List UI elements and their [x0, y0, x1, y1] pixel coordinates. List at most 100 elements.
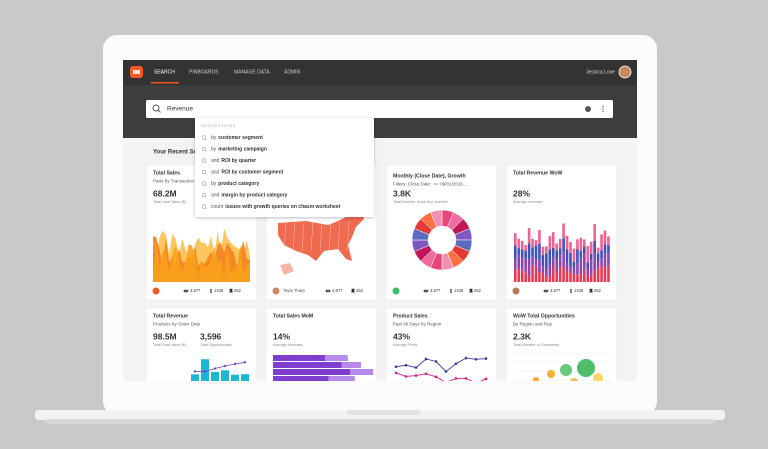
- bar-segment: [607, 236, 610, 246]
- bar-segment: [589, 253, 593, 261]
- card-bg: [385, 307, 498, 381]
- area-shape: [153, 244, 250, 282]
- user-avatar[interactable]: [618, 65, 632, 79]
- saves-count: 452: [474, 288, 482, 293]
- help-icon[interactable]: [585, 106, 591, 112]
- card[interactable]: Total Revenue WoW 28% Average Increase 4,87…: [505, 164, 618, 301]
- bar-segment: [603, 244, 607, 254]
- card-subtitle: By Region and Rep: [513, 322, 553, 327]
- views-count: 4,877: [190, 288, 201, 293]
- bubble: [593, 373, 603, 381]
- card[interactable]: Total Revenue Products by Order Date 98.5M…: [145, 307, 258, 398]
- card-title: Total Revenue: [153, 313, 188, 319]
- bar-segment: [545, 253, 548, 270]
- nav-item[interactable]: MANAGE DATA: [234, 69, 270, 75]
- map-border: [301, 221, 305, 252]
- bar-segment: [562, 238, 565, 252]
- search-query[interactable]: Revenue: [167, 106, 193, 113]
- card[interactable]: Monthly (Close Date), Growth Filters: Clo…: [385, 164, 498, 301]
- suggestion[interactable]: by customer segment: [211, 135, 263, 141]
- stat-value: 2.3K: [513, 331, 532, 341]
- card-bg: [265, 307, 378, 381]
- bar-segment: [551, 257, 555, 268]
- suggestion-icon: [201, 158, 207, 163]
- suggestion-icon-handle: [205, 196, 207, 198]
- author-avatar: [392, 287, 400, 295]
- saves-count: 452: [234, 288, 242, 293]
- bar-segment: [603, 253, 607, 267]
- stat-label: Average Profit: [393, 343, 418, 347]
- suggestion[interactable]: count issues with growth queries on chasm…: [211, 204, 341, 210]
- nav-item[interactable]: PINBOARDS: [189, 69, 219, 75]
- bar-segment: [520, 240, 524, 250]
- search-box[interactable]: [146, 100, 613, 118]
- bar-segment: [600, 250, 603, 259]
- hbar: [273, 369, 351, 375]
- card-title: Monthly (Close Date), Growth: [393, 173, 466, 179]
- suggestion-icon-handle: [205, 161, 207, 164]
- stat-value: 28%: [513, 188, 530, 198]
- search-icon-handle: [157, 109, 161, 113]
- suggestion[interactable]: and ROI by quarter: [211, 158, 256, 164]
- suggestion-prefix: and: [211, 158, 220, 164]
- bar-segment: [572, 248, 576, 262]
- bar-segment: [527, 243, 531, 260]
- bar-segment: [520, 257, 524, 270]
- stat-label: Average Increase: [513, 200, 543, 204]
- suggestion[interactable]: and ROI by customer segment: [211, 170, 284, 176]
- views-icon-pupil: [327, 290, 329, 292]
- bar-segment: [586, 276, 590, 282]
- card-subtitle: Past 90 Days by Region: [393, 322, 442, 327]
- suggestion-prefix: by: [211, 181, 217, 187]
- suggestion-icon-handle: [205, 184, 207, 187]
- bar-segment: [569, 252, 572, 267]
- bar-segment: [548, 236, 552, 250]
- views-icon-pupil: [185, 290, 187, 292]
- menu-dot: [602, 108, 604, 110]
- suggestion-prefix: and: [211, 170, 220, 176]
- card-subtitle: Filters: Close Date : >= 09/01/2016 ...: [393, 182, 468, 187]
- hbar: [328, 376, 355, 381]
- suggestion[interactable]: by marketing campaign: [211, 147, 267, 153]
- bar-segment: [596, 262, 600, 269]
- user-name[interactable]: Jessica Love: [586, 69, 615, 75]
- bar-segment: [514, 245, 517, 259]
- bar-segment: [534, 265, 538, 282]
- bar-segment: [583, 239, 586, 247]
- bar-segment: [545, 246, 548, 254]
- bar-segment: [600, 258, 603, 266]
- bubble: [570, 378, 578, 381]
- bar-segment: [562, 266, 565, 282]
- card[interactable]: Total Sales MoM 14% Average Increase: [265, 307, 378, 398]
- bar: [201, 359, 209, 381]
- bar-segment: [579, 257, 583, 275]
- bar-segment: [603, 266, 607, 282]
- card-title: Product Sales: [393, 313, 428, 319]
- menu-dot[interactable]: [602, 105, 604, 108]
- bar-segment: [579, 250, 583, 258]
- bar-segment: [514, 233, 517, 246]
- bar-segment: [534, 245, 538, 260]
- suggestion[interactable]: by product category: [211, 181, 259, 187]
- nav-item[interactable]: ADMIN: [284, 69, 301, 75]
- card[interactable]: WoW Total Opportunities By Region and Rep…: [505, 307, 618, 398]
- bar-segment: [589, 260, 593, 275]
- bar-segment: [534, 240, 538, 246]
- bar-segment: [517, 238, 521, 249]
- bar-segment: [576, 274, 579, 282]
- bar-segment: [607, 245, 610, 254]
- bar-segment: [517, 248, 521, 255]
- stat-value: 43%: [393, 331, 410, 341]
- stat-value: 98.5M: [153, 331, 177, 341]
- bar: [241, 374, 249, 381]
- nav-item[interactable]: SEARCH: [154, 69, 175, 75]
- bar-segment: [607, 265, 610, 282]
- bar-segment: [524, 258, 527, 273]
- card[interactable]: Product Sales Past 90 Days by Region 43% Av…: [385, 307, 498, 398]
- author-avatar: [272, 287, 280, 295]
- pins-icon: [210, 288, 212, 294]
- line-series: [395, 372, 487, 381]
- section-title: Your Recent Searches: [153, 150, 217, 156]
- suggestion[interactable]: and margin by product category: [211, 193, 288, 199]
